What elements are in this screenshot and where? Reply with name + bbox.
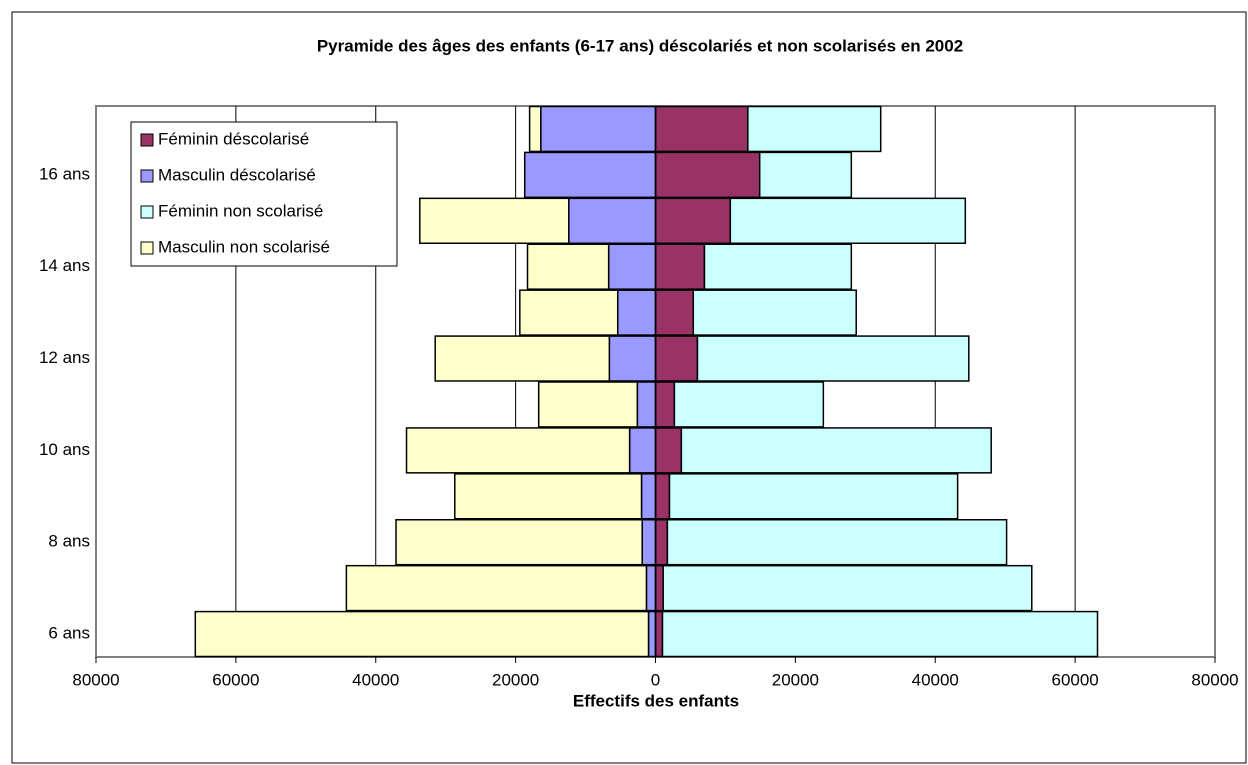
- bar: [608, 335, 657, 382]
- legend-swatch: [140, 241, 154, 255]
- legend-label: Féminin déscolarisé: [158, 129, 309, 148]
- bar: [654, 610, 664, 658]
- x-tick-label: 60000: [212, 670, 259, 689]
- legend-label: Masculin déscolarisé: [158, 165, 316, 184]
- bar: [758, 151, 853, 199]
- bar: [636, 381, 657, 428]
- x-tick-label: 60000: [1051, 670, 1098, 689]
- legend-swatch: [140, 133, 154, 147]
- bar: [654, 289, 695, 336]
- x-tick-label: 20000: [772, 670, 819, 689]
- x-tick-label: 80000: [72, 670, 119, 689]
- bar: [640, 473, 657, 520]
- bar: [692, 289, 857, 336]
- bar: [747, 105, 882, 153]
- y-tick-label: 16 ans: [39, 164, 90, 183]
- bar: [607, 243, 657, 290]
- bar: [395, 519, 643, 566]
- bar: [568, 197, 657, 244]
- y-tick-label: 6 ans: [48, 624, 90, 643]
- y-tick-label: 8 ans: [48, 532, 90, 551]
- bar: [616, 289, 657, 336]
- y-tick-label: 10 ans: [39, 440, 90, 459]
- bar: [673, 381, 825, 428]
- x-tick-label: 0: [651, 670, 660, 689]
- bar: [654, 151, 761, 199]
- bar: [654, 427, 683, 474]
- bar: [645, 564, 657, 612]
- x-tick-label: 40000: [352, 670, 399, 689]
- bar: [641, 519, 657, 566]
- bar: [703, 243, 853, 290]
- bar: [537, 381, 639, 428]
- bar: [540, 105, 657, 153]
- chart-title: Pyramide des âges des enfants (6-17 ans)…: [317, 36, 963, 55]
- bar: [519, 289, 619, 336]
- bar: [647, 610, 657, 658]
- bar: [628, 427, 657, 474]
- bar: [666, 519, 1008, 566]
- x-tick-label: 40000: [912, 670, 959, 689]
- bar: [729, 197, 967, 244]
- bar: [194, 610, 650, 658]
- bar: [523, 151, 657, 199]
- bar: [345, 564, 648, 612]
- bar: [654, 564, 664, 612]
- legend-label: Féminin non scolarisé: [158, 201, 323, 220]
- x-tick-label: 80000: [1191, 670, 1238, 689]
- bar: [526, 243, 610, 290]
- bar: [419, 197, 570, 244]
- bar: [454, 473, 643, 520]
- y-tick-label: 14 ans: [39, 256, 90, 275]
- bar: [661, 610, 1099, 658]
- bar: [654, 519, 669, 566]
- bar: [528, 105, 542, 153]
- bar: [654, 243, 706, 290]
- legend-swatch: [140, 205, 154, 219]
- bar: [434, 335, 611, 382]
- bar: [696, 335, 970, 382]
- legend-swatch: [140, 169, 154, 183]
- bar: [405, 427, 631, 474]
- bar: [654, 381, 676, 428]
- legend-box: [130, 121, 398, 267]
- bar: [680, 427, 992, 474]
- bar: [654, 197, 732, 244]
- legend-label: Masculin non scolarisé: [158, 237, 330, 256]
- bar: [654, 473, 671, 520]
- bar: [654, 105, 749, 153]
- y-tick-label: 12 ans: [39, 348, 90, 367]
- x-tick-label: 20000: [492, 670, 539, 689]
- x-axis-label: Effectifs des enfants: [573, 691, 739, 710]
- bar: [662, 564, 1033, 612]
- bar: [668, 473, 959, 520]
- bar: [654, 335, 699, 382]
